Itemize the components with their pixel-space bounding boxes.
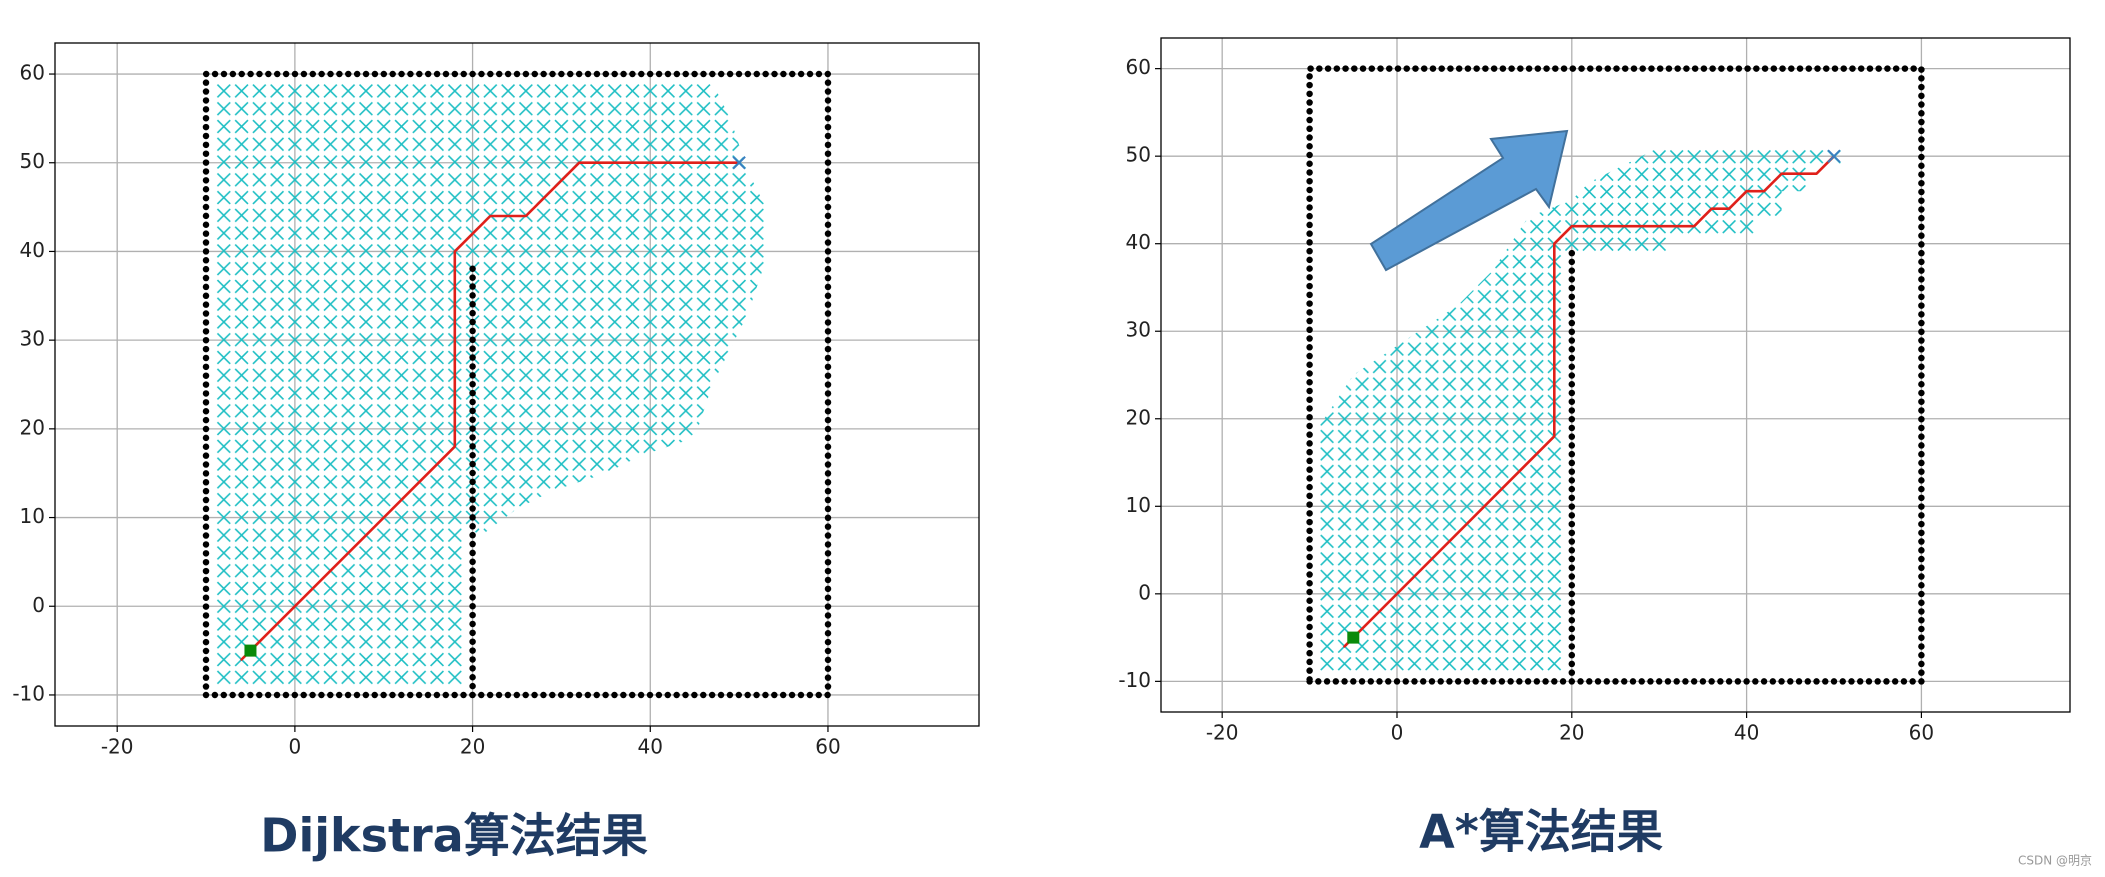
y-tick-label: 50 <box>1126 143 1151 167</box>
x-tick-label: 20 <box>1559 721 1584 745</box>
obstacle <box>202 70 832 699</box>
y-tick-label: 60 <box>20 61 45 85</box>
y-tick-label: 50 <box>20 149 45 173</box>
plot: -20 0 20 40 60 -10 0 10 20 30 40 50 60 A*算法结果 <box>1118 37 2071 859</box>
axes-frame <box>54 42 980 727</box>
start-marker <box>244 644 257 657</box>
chart-title: A*算法结果 <box>1419 805 1663 859</box>
annotation-arrow <box>1369 129 1569 272</box>
x-tick-label: 60 <box>815 735 840 759</box>
chart-title: Dijkstra算法结果 <box>260 809 647 863</box>
x-tick-label: 0 <box>289 735 302 759</box>
start-marker <box>1347 631 1360 644</box>
plot-area <box>55 43 979 726</box>
plot: -20 0 20 40 60 -10 0 10 20 30 40 50 60 Dijkstra算法结果 <box>12 42 980 863</box>
axes-frame <box>1160 37 2071 713</box>
x-tick-label: -20 <box>101 735 134 759</box>
y-tick-label: -10 <box>1118 668 1151 692</box>
x-tick-label: 60 <box>1909 721 1934 745</box>
y-tick-label: 60 <box>1126 55 1151 79</box>
y-tick-label: 40 <box>20 238 45 262</box>
watermark: CSDN @明京 <box>2018 854 2092 868</box>
goal-marker <box>1827 149 1841 163</box>
x-tick-label: 0 <box>1391 721 1404 745</box>
x-tick-label: 20 <box>460 735 485 759</box>
y-tick-label: 0 <box>1138 580 1151 604</box>
path-line <box>240 161 741 661</box>
plot-area <box>1161 38 2070 712</box>
path-line <box>1343 154 1836 648</box>
y-tick-label: 20 <box>20 415 45 439</box>
y-tick-label: -10 <box>12 681 45 705</box>
explored-area <box>214 82 766 687</box>
y-tick-label: 10 <box>1126 493 1151 517</box>
y-tick-label: 40 <box>1126 230 1151 254</box>
x-tick-label: -20 <box>1206 721 1239 745</box>
y-tick-label: 10 <box>20 504 45 528</box>
y-tick-label: 0 <box>32 593 45 617</box>
y-tick-label: 30 <box>20 327 45 351</box>
y-tick-label: 30 <box>1126 318 1151 342</box>
x-tick-label: 40 <box>638 735 663 759</box>
obstacle <box>1306 65 1925 685</box>
x-tick-label: 40 <box>1734 721 1759 745</box>
y-tick-label: 20 <box>1126 405 1151 429</box>
goal-marker <box>732 156 746 170</box>
